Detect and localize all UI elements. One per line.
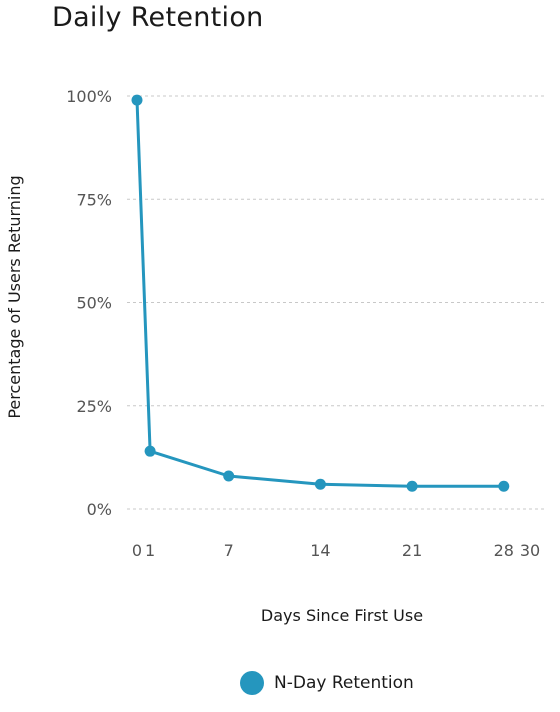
x-tick-label-0: 0 — [132, 541, 142, 560]
data-point-day-0 — [131, 94, 143, 106]
y-tick-label-25: 25% — [76, 397, 112, 416]
x-tick-label-28: 28 — [494, 541, 514, 560]
y-tick-label-50: 50% — [76, 294, 112, 313]
x-axis-label: Days Since First Use — [261, 606, 423, 625]
data-point-day-28 — [498, 480, 510, 492]
legend-swatch-n-day-retention — [240, 671, 264, 695]
x-tick-label-7: 7 — [224, 541, 234, 560]
data-point-day-21 — [406, 480, 418, 492]
x-tick-labels: 0 1 7 14 21 28 30 — [132, 541, 540, 560]
x-tick-label-30: 30 — [520, 541, 540, 560]
x-tick-label-1: 1 — [145, 541, 155, 560]
y-tick-label-75: 75% — [76, 190, 112, 209]
series-line-n-day-retention — [135, 100, 504, 488]
y-tick-label-100: 100% — [66, 87, 112, 106]
chart-legend: N-Day Retention — [240, 671, 414, 695]
series-points — [131, 94, 510, 492]
y-tick-label-0: 0% — [87, 500, 112, 519]
grid-lines — [127, 95, 545, 510]
chart-title: Daily Retention — [52, 2, 264, 33]
data-point-day-14 — [314, 478, 326, 490]
y-tick-labels: 0% 25% 50% 75% 100% — [66, 87, 112, 519]
x-tick-label-14: 14 — [310, 541, 330, 560]
y-axis-label: Percentage of Users Returning — [5, 175, 24, 418]
data-point-day-1 — [144, 445, 156, 457]
legend-label-n-day-retention: N-Day Retention — [274, 673, 414, 693]
x-tick-label-21: 21 — [402, 541, 422, 560]
data-point-day-7 — [223, 470, 235, 482]
